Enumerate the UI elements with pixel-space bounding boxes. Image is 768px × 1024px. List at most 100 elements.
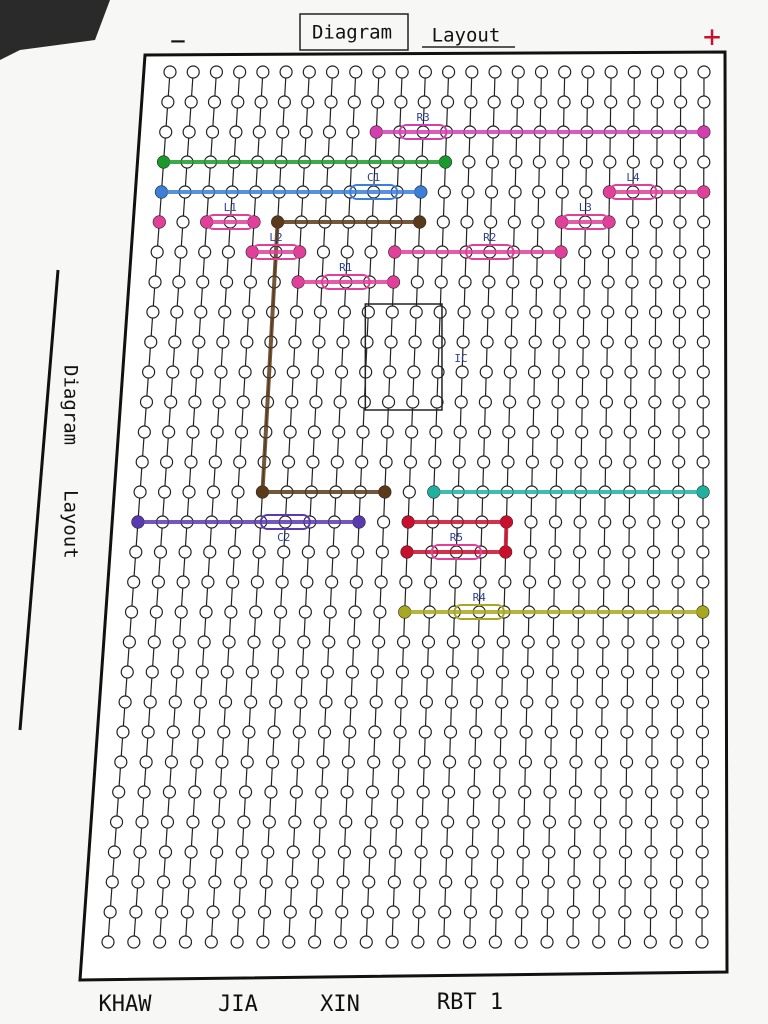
- hole: [566, 935, 580, 949]
- hole: [333, 935, 348, 949]
- hole: [534, 65, 549, 79]
- hole: [390, 815, 404, 829]
- hole: [103, 905, 117, 919]
- pad: [696, 606, 709, 618]
- hole: [532, 185, 546, 199]
- hole: [148, 275, 162, 289]
- hole: [170, 665, 184, 679]
- hole: [184, 455, 198, 469]
- hole: [256, 65, 270, 79]
- hole: [364, 245, 378, 259]
- hole: [546, 635, 560, 649]
- hole: [309, 395, 323, 409]
- hole: [569, 725, 584, 739]
- hole: [575, 395, 589, 409]
- hole: [219, 275, 234, 289]
- component-label: L3: [579, 201, 592, 214]
- hole: [696, 455, 710, 469]
- hole: [541, 875, 555, 889]
- hole: [301, 95, 315, 109]
- hole: [527, 395, 541, 409]
- hole: [407, 365, 421, 379]
- hole: [669, 875, 684, 889]
- hole: [416, 785, 430, 799]
- hole: [484, 215, 498, 229]
- hole: [627, 65, 641, 79]
- hole: [604, 95, 618, 109]
- pad: [378, 486, 391, 498]
- hole: [133, 845, 147, 859]
- hole: [336, 875, 350, 889]
- hole: [309, 905, 323, 919]
- hole: [283, 905, 297, 919]
- hole: [673, 155, 687, 169]
- hole: [182, 485, 196, 499]
- hole: [233, 455, 247, 469]
- hole: [230, 935, 244, 949]
- hole: [548, 515, 563, 529]
- hole: [405, 425, 419, 439]
- hole: [647, 425, 662, 439]
- hole: [236, 395, 250, 409]
- hole: [464, 95, 478, 109]
- hole: [386, 905, 400, 919]
- hole: [166, 365, 180, 379]
- hole: [163, 65, 177, 79]
- hole: [182, 125, 196, 139]
- hole: [696, 335, 710, 349]
- hole: [348, 605, 362, 619]
- hole: [620, 665, 635, 679]
- hole: [193, 695, 208, 709]
- hole: [623, 455, 637, 469]
- hole: [262, 815, 276, 829]
- hole: [247, 635, 261, 649]
- hole: [316, 245, 331, 259]
- hole: [137, 425, 151, 439]
- hole: [601, 245, 616, 259]
- hole: [335, 905, 349, 919]
- hole: [413, 875, 427, 889]
- hole: [438, 905, 452, 919]
- hole: [477, 425, 492, 439]
- hole: [548, 545, 562, 559]
- hole: [355, 455, 369, 469]
- hole: [481, 305, 495, 319]
- shadow: [0, 0, 110, 60]
- hole: [408, 335, 422, 349]
- hole: [595, 725, 609, 739]
- hole: [553, 305, 567, 319]
- hole: [502, 425, 516, 439]
- hole: [349, 65, 363, 79]
- hole: [645, 695, 659, 709]
- hole: [282, 935, 296, 949]
- footer-word: XIN: [320, 992, 360, 1017]
- hole: [528, 335, 542, 349]
- hole: [482, 275, 496, 289]
- hole: [371, 95, 385, 109]
- component-body: [560, 214, 610, 230]
- hole: [341, 755, 356, 769]
- hole: [521, 635, 535, 649]
- hole: [421, 635, 436, 649]
- hole: [345, 665, 359, 679]
- hole: [313, 305, 328, 319]
- hole: [506, 275, 520, 289]
- hole: [624, 335, 638, 349]
- hole: [672, 455, 686, 469]
- component-label: L2: [269, 231, 282, 244]
- hole: [542, 815, 557, 829]
- hole: [696, 425, 710, 439]
- hole: [599, 425, 613, 439]
- hole: [581, 65, 595, 79]
- hole: [215, 755, 229, 769]
- hole: [276, 125, 290, 139]
- hole: [511, 65, 525, 79]
- hole: [137, 785, 151, 799]
- hole: [441, 815, 455, 829]
- hole: [273, 605, 288, 619]
- hole: [308, 935, 322, 949]
- hole: [598, 455, 613, 469]
- hole: [261, 845, 275, 859]
